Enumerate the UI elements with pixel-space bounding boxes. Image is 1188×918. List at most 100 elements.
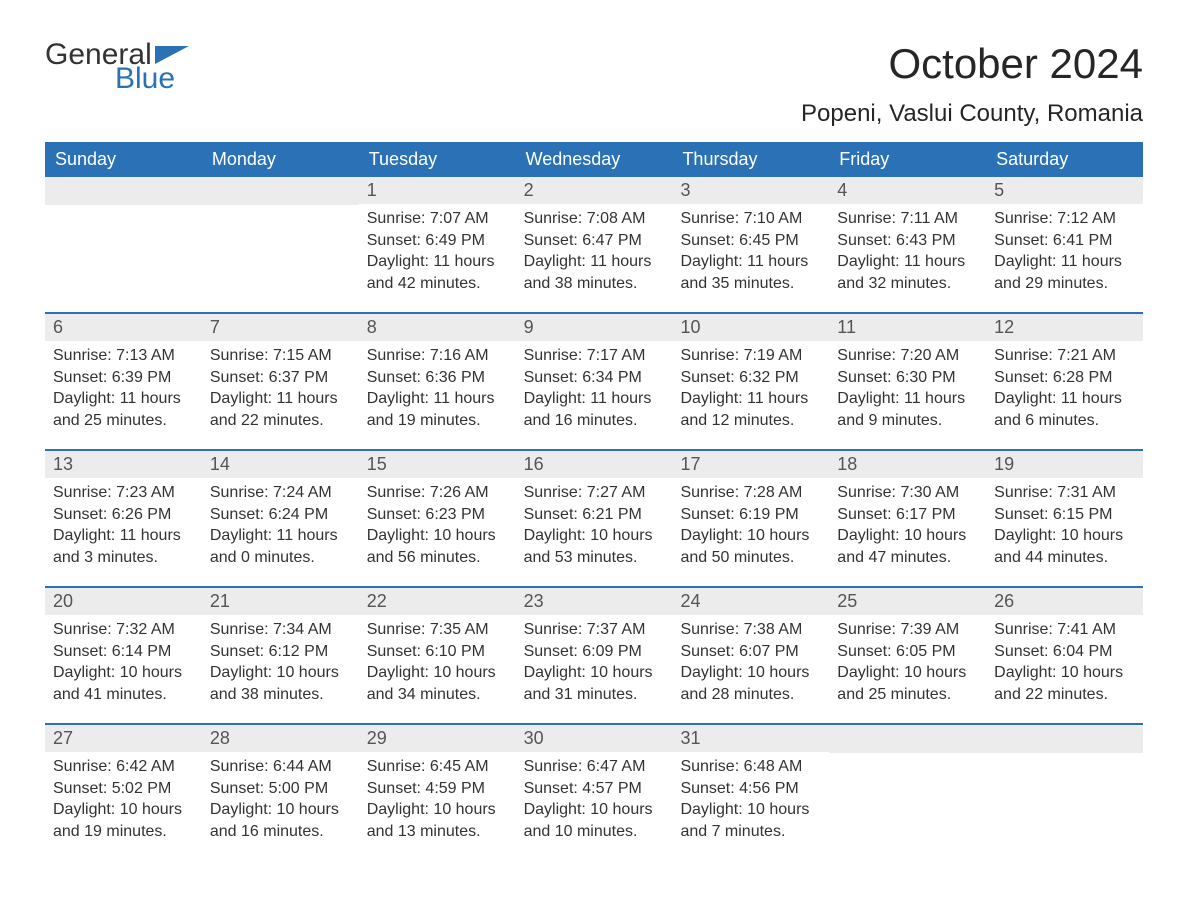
day-number: 7: [202, 314, 359, 341]
calendar-body: 1Sunrise: 7:07 AMSunset: 6:49 PMDaylight…: [45, 177, 1143, 860]
day-number: 12: [986, 314, 1143, 341]
sunrise-line: Sunrise: 7:26 AM: [367, 482, 508, 504]
sunset-line: Sunset: 6:47 PM: [524, 230, 665, 252]
day-number: 29: [359, 725, 516, 752]
sunrise-line: Sunrise: 7:23 AM: [53, 482, 194, 504]
daylight-line: Daylight: 10 hours and 22 minutes.: [994, 662, 1135, 705]
sunset-line: Sunset: 6:12 PM: [210, 641, 351, 663]
day-cell: 4Sunrise: 7:11 AMSunset: 6:43 PMDaylight…: [829, 177, 986, 312]
sunset-line: Sunset: 6:43 PM: [837, 230, 978, 252]
sunset-line: Sunset: 6:49 PM: [367, 230, 508, 252]
daylight-line: Daylight: 11 hours and 3 minutes.: [53, 525, 194, 568]
header: General Blue October 2024 Popeni, Vaslui…: [45, 40, 1143, 128]
day-body: Sunrise: 7:23 AMSunset: 6:26 PMDaylight:…: [45, 478, 202, 576]
day-cell: 10Sunrise: 7:19 AMSunset: 6:32 PMDayligh…: [672, 314, 829, 449]
day-body: Sunrise: 7:12 AMSunset: 6:41 PMDaylight:…: [986, 204, 1143, 302]
day-body: Sunrise: 6:42 AMSunset: 5:02 PMDaylight:…: [45, 752, 202, 850]
sunset-line: Sunset: 4:59 PM: [367, 778, 508, 800]
daylight-line: Daylight: 10 hours and 50 minutes.: [680, 525, 821, 568]
sunset-line: Sunset: 6:30 PM: [837, 367, 978, 389]
day-cell: 15Sunrise: 7:26 AMSunset: 6:23 PMDayligh…: [359, 451, 516, 586]
weekday-header: Sunday: [45, 142, 202, 177]
sunset-line: Sunset: 6:34 PM: [524, 367, 665, 389]
day-cell: 8Sunrise: 7:16 AMSunset: 6:36 PMDaylight…: [359, 314, 516, 449]
day-number: 9: [516, 314, 673, 341]
sunset-line: Sunset: 6:07 PM: [680, 641, 821, 663]
sunset-line: Sunset: 6:37 PM: [210, 367, 351, 389]
day-body: Sunrise: 7:10 AMSunset: 6:45 PMDaylight:…: [672, 204, 829, 302]
sunrise-line: Sunrise: 7:13 AM: [53, 345, 194, 367]
daylight-line: Daylight: 11 hours and 35 minutes.: [680, 251, 821, 294]
brand-logo: General Blue: [45, 40, 189, 94]
week-row: 6Sunrise: 7:13 AMSunset: 6:39 PMDaylight…: [45, 312, 1143, 449]
day-cell: 2Sunrise: 7:08 AMSunset: 6:47 PMDaylight…: [516, 177, 673, 312]
day-number: 22: [359, 588, 516, 615]
day-body: Sunrise: 7:27 AMSunset: 6:21 PMDaylight:…: [516, 478, 673, 576]
day-body: Sunrise: 6:45 AMSunset: 4:59 PMDaylight:…: [359, 752, 516, 850]
sunrise-line: Sunrise: 7:11 AM: [837, 208, 978, 230]
day-body: Sunrise: 7:16 AMSunset: 6:36 PMDaylight:…: [359, 341, 516, 439]
day-body: Sunrise: 6:48 AMSunset: 4:56 PMDaylight:…: [672, 752, 829, 850]
daylight-line: Daylight: 11 hours and 9 minutes.: [837, 388, 978, 431]
day-body: Sunrise: 7:26 AMSunset: 6:23 PMDaylight:…: [359, 478, 516, 576]
day-number: 26: [986, 588, 1143, 615]
day-body: Sunrise: 7:13 AMSunset: 6:39 PMDaylight:…: [45, 341, 202, 439]
sunrise-line: Sunrise: 7:16 AM: [367, 345, 508, 367]
sunrise-line: Sunrise: 7:37 AM: [524, 619, 665, 641]
sunset-line: Sunset: 4:57 PM: [524, 778, 665, 800]
weekday-header: Wednesday: [516, 142, 673, 177]
page-title: October 2024: [801, 40, 1143, 88]
day-body: Sunrise: 7:21 AMSunset: 6:28 PMDaylight:…: [986, 341, 1143, 439]
daylight-line: Daylight: 10 hours and 53 minutes.: [524, 525, 665, 568]
daylight-line: Daylight: 11 hours and 12 minutes.: [680, 388, 821, 431]
day-cell: 17Sunrise: 7:28 AMSunset: 6:19 PMDayligh…: [672, 451, 829, 586]
day-number: 6: [45, 314, 202, 341]
day-number: 4: [829, 177, 986, 204]
day-cell: 25Sunrise: 7:39 AMSunset: 6:05 PMDayligh…: [829, 588, 986, 723]
weekday-header: Tuesday: [359, 142, 516, 177]
day-number: 19: [986, 451, 1143, 478]
weekday-header: Monday: [202, 142, 359, 177]
day-number: 27: [45, 725, 202, 752]
day-body: Sunrise: 7:30 AMSunset: 6:17 PMDaylight:…: [829, 478, 986, 576]
day-number: 16: [516, 451, 673, 478]
day-cell: 18Sunrise: 7:30 AMSunset: 6:17 PMDayligh…: [829, 451, 986, 586]
sunrise-line: Sunrise: 6:47 AM: [524, 756, 665, 778]
day-cell: 19Sunrise: 7:31 AMSunset: 6:15 PMDayligh…: [986, 451, 1143, 586]
day-number: 20: [45, 588, 202, 615]
daylight-line: Daylight: 10 hours and 16 minutes.: [210, 799, 351, 842]
sunrise-line: Sunrise: 7:41 AM: [994, 619, 1135, 641]
daylight-line: Daylight: 10 hours and 41 minutes.: [53, 662, 194, 705]
title-block: October 2024 Popeni, Vaslui County, Roma…: [801, 40, 1143, 128]
daylight-line: Daylight: 11 hours and 0 minutes.: [210, 525, 351, 568]
daylight-line: Daylight: 10 hours and 44 minutes.: [994, 525, 1135, 568]
day-number: 11: [829, 314, 986, 341]
sunset-line: Sunset: 6:21 PM: [524, 504, 665, 526]
day-number: 21: [202, 588, 359, 615]
day-cell: 13Sunrise: 7:23 AMSunset: 6:26 PMDayligh…: [45, 451, 202, 586]
day-body: Sunrise: 7:32 AMSunset: 6:14 PMDaylight:…: [45, 615, 202, 713]
sunset-line: Sunset: 6:36 PM: [367, 367, 508, 389]
day-body: Sunrise: 7:20 AMSunset: 6:30 PMDaylight:…: [829, 341, 986, 439]
daylight-line: Daylight: 10 hours and 47 minutes.: [837, 525, 978, 568]
daylight-line: Daylight: 10 hours and 31 minutes.: [524, 662, 665, 705]
day-cell: 3Sunrise: 7:10 AMSunset: 6:45 PMDaylight…: [672, 177, 829, 312]
day-body: Sunrise: 7:11 AMSunset: 6:43 PMDaylight:…: [829, 204, 986, 302]
day-number: [45, 177, 202, 205]
day-cell: [986, 725, 1143, 860]
day-number: [202, 177, 359, 205]
day-body: Sunrise: 7:41 AMSunset: 6:04 PMDaylight:…: [986, 615, 1143, 713]
sunrise-line: Sunrise: 7:38 AM: [680, 619, 821, 641]
day-cell: 21Sunrise: 7:34 AMSunset: 6:12 PMDayligh…: [202, 588, 359, 723]
day-number: 14: [202, 451, 359, 478]
day-body: Sunrise: 7:34 AMSunset: 6:12 PMDaylight:…: [202, 615, 359, 713]
weekday-header: Friday: [829, 142, 986, 177]
sunrise-line: Sunrise: 7:39 AM: [837, 619, 978, 641]
day-number: 23: [516, 588, 673, 615]
day-number: 1: [359, 177, 516, 204]
sunrise-line: Sunrise: 7:31 AM: [994, 482, 1135, 504]
day-number: 31: [672, 725, 829, 752]
day-cell: 28Sunrise: 6:44 AMSunset: 5:00 PMDayligh…: [202, 725, 359, 860]
day-body: Sunrise: 7:24 AMSunset: 6:24 PMDaylight:…: [202, 478, 359, 576]
daylight-line: Daylight: 11 hours and 42 minutes.: [367, 251, 508, 294]
